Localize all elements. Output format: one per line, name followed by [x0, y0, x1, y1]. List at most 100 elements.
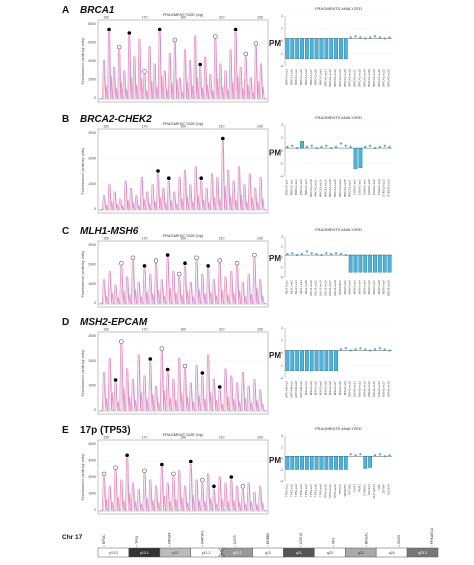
bar-x-label: BRCA1-ex15 — [343, 69, 347, 87]
bar-point — [344, 347, 347, 350]
bar-x-label: TP53-ex11 — [328, 484, 332, 499]
pm-label: PM — [269, 39, 281, 48]
top-tick-label: 150 — [103, 436, 109, 440]
bar-point — [286, 145, 289, 148]
open-marker — [153, 258, 159, 263]
bar-x-label: MLH1-ex2 — [289, 280, 293, 294]
bar-x-label: BRCA2-ex11 — [314, 179, 318, 197]
bar — [329, 456, 334, 470]
bar-point — [344, 254, 347, 257]
gene-label: ERBB2 — [266, 533, 270, 544]
bar-x-label: ZBTB4 — [382, 484, 386, 494]
bar-point — [359, 36, 362, 39]
panel-letter: B — [62, 114, 69, 125]
y-tick-label: 0 — [94, 96, 96, 100]
top-tick-label: 230 — [257, 237, 263, 241]
bar-x-label: BRCA1-ex6 — [304, 69, 308, 85]
pm-label: PM — [269, 456, 281, 465]
bar-x-label: BRCA1-ex18 — [357, 69, 361, 87]
filled-marker — [157, 27, 162, 32]
bar-y-tick-label: 4 — [281, 434, 283, 438]
y-tick-label: 0 — [94, 207, 96, 211]
bar — [353, 147, 358, 170]
panel-letter: E — [62, 425, 69, 436]
open-marker — [240, 484, 246, 489]
top-tick-label: 170 — [142, 328, 148, 332]
bar-x-label: BRCA1-ex22 — [377, 69, 381, 87]
bar — [363, 456, 368, 469]
y-tick-label: 0 — [94, 508, 96, 512]
bar — [295, 38, 300, 60]
y-axis-label: Fluorescence (arbitrary units) — [81, 148, 85, 195]
y-tick-label: 3000 — [88, 459, 96, 463]
bar-x-label: MLH1-ex6 — [299, 280, 303, 294]
bar-y-tick-label: 0 — [281, 255, 283, 259]
bar — [334, 38, 338, 60]
bar — [334, 350, 338, 372]
bar-x-label: BRCA1-ex13 — [333, 69, 337, 87]
bar-x-label: BRCA1-ex3 — [294, 69, 298, 85]
y-tick-label: 1000 — [88, 282, 96, 286]
bar-x-label: BRCA1-ex7 — [309, 69, 313, 85]
bar — [329, 38, 334, 60]
bar-x-label: CHEK2-ex8 — [372, 179, 376, 195]
top-tick-label: 190 — [180, 237, 186, 241]
bar-point — [315, 147, 318, 150]
gene-label: CDH19 — [299, 533, 303, 544]
chromosome-band-label: q24 — [389, 551, 395, 555]
open-marker — [119, 339, 124, 344]
bar-point — [388, 349, 391, 352]
bar — [339, 38, 343, 60]
bar-x-label: TP53-ex7 — [309, 484, 313, 497]
top-tick-label: 170 — [142, 436, 148, 440]
bar-point — [305, 250, 308, 253]
y-tick-label: 3000 — [88, 334, 96, 338]
pm-label: PM — [269, 254, 281, 263]
chromosome-band-label: q25.3 — [418, 551, 427, 555]
bar-x-label: MSH6-ex1 — [343, 280, 347, 295]
bar-x-label: MLH1-ex14 — [318, 280, 322, 296]
bar-point — [354, 348, 357, 351]
trace-plot: 150 170 190 210 230 3000 2000 1000 0 Fluorescence… — [81, 328, 269, 415]
filled-marker — [167, 176, 171, 180]
bar-y-tick-label: 0 — [281, 351, 283, 355]
bar-x-label: MSH2-ex13 — [362, 381, 366, 397]
bar-y-tick-label: 4 — [281, 14, 283, 18]
open-marker — [113, 465, 118, 470]
bar — [329, 350, 334, 372]
bar-point — [354, 454, 357, 457]
bar-x-label: MSH2-ex18 — [387, 381, 391, 397]
top-tick-label: 170 — [142, 237, 148, 241]
bar-x-label: BRCA2-ex18 — [328, 179, 332, 197]
bar — [363, 254, 368, 273]
panel-title: MLH1-MSH6 — [80, 226, 139, 237]
top-tick-label: 190 — [180, 328, 186, 332]
bar-y-tick-label: -2 — [280, 364, 283, 368]
chromosome-band-label: q11.2 — [233, 551, 242, 555]
trace-line-reference — [99, 37, 264, 100]
bar-x-label: BRCA1-ex12 — [328, 69, 332, 87]
panel-e: E 17p (TP53) FRAGMENT SIZE (bp)150 170 190 21… — [62, 425, 392, 515]
bar-x-label: MSH6-ex3 — [353, 280, 357, 295]
y-tick-label: 2000 — [88, 475, 96, 479]
gene-label: SOX9 — [397, 535, 401, 544]
bar-y-tick-label: 0 — [281, 149, 283, 153]
y-tick-label: 8000 — [88, 22, 96, 26]
bar — [348, 254, 353, 273]
filled-marker — [199, 176, 203, 180]
bar — [300, 350, 304, 372]
bar-point — [310, 252, 313, 255]
bar-x-label: BRCA1-ex19 — [362, 69, 366, 87]
bar-x-label: SLC16A13 — [372, 484, 376, 499]
open-marker — [176, 271, 182, 277]
bar-x-label: EPCAM-ex2 — [284, 381, 288, 398]
bar-point — [354, 35, 357, 38]
bar-x-label: ATP1B2 — [348, 484, 352, 495]
bar-y-tick-label: 0 — [281, 457, 283, 461]
y-tick-label: 4000 — [88, 59, 96, 63]
bar-y-tick-label: -2 — [280, 52, 283, 56]
filled-marker — [183, 261, 187, 266]
bar-x-label: CHEK2-ex12 — [382, 179, 386, 197]
